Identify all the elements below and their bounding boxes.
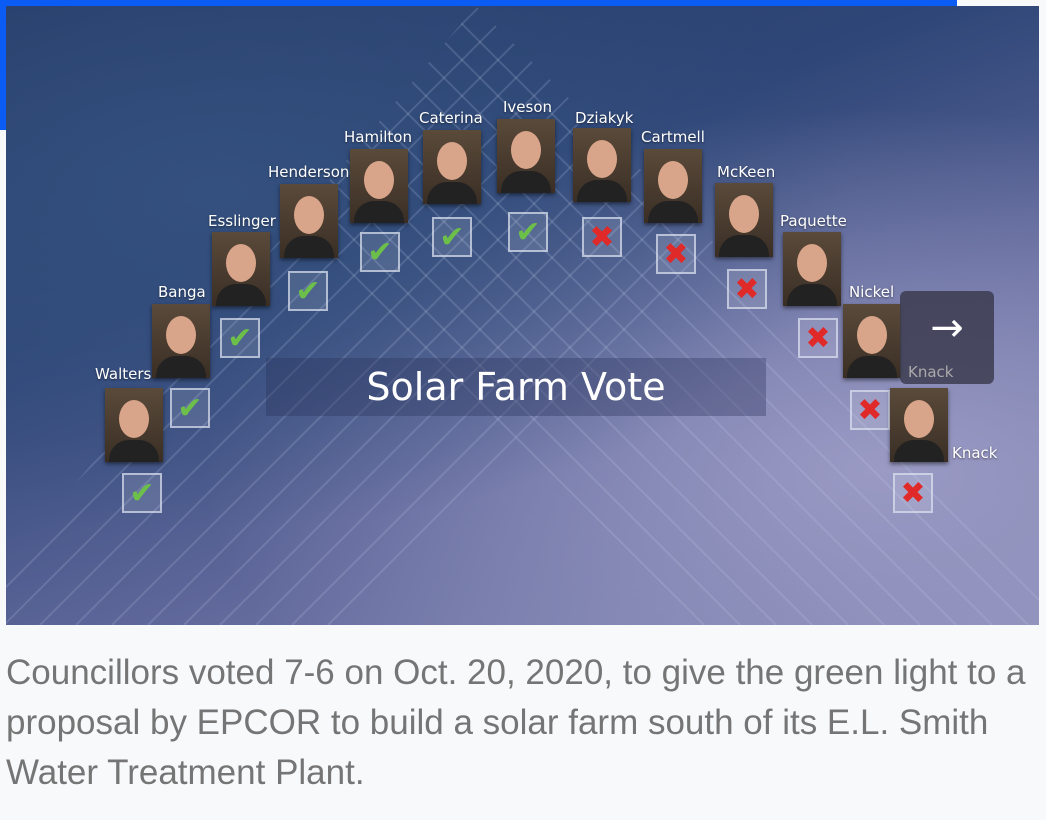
face <box>294 196 324 234</box>
face <box>797 244 827 282</box>
councillor-name: Iveson <box>503 98 553 116</box>
grid-line <box>371 6 993 625</box>
grid-line <box>6 6 121 625</box>
checkmark-icon: ✔ <box>170 388 210 428</box>
top-accent-bar <box>0 0 957 6</box>
face <box>166 316 196 354</box>
suit <box>787 284 837 306</box>
face <box>729 195 759 233</box>
councillor-name: Banga <box>158 283 206 301</box>
suit <box>894 440 944 462</box>
suit <box>156 356 206 378</box>
councillor-name: Hamilton <box>344 128 412 146</box>
councillor-photo <box>890 388 948 462</box>
councillor-name: Nickel <box>849 283 895 301</box>
next-button-label: Knack <box>908 363 954 381</box>
checkmark-icon: ✔ <box>360 232 400 272</box>
graphic-title: Solar Farm Vote <box>366 365 666 409</box>
councillor-name: McKeen <box>717 163 776 181</box>
councillor-photo <box>644 149 702 223</box>
suit <box>577 180 627 202</box>
face <box>119 400 149 438</box>
suit <box>648 201 698 223</box>
suit <box>427 182 477 204</box>
councillor-name: Knack <box>952 444 998 462</box>
x-mark-icon: ✖ <box>727 269 767 309</box>
grid-line <box>407 6 1029 625</box>
grid-line <box>6 6 625 625</box>
councillor-photo <box>152 304 210 378</box>
councillor-name: Paquette <box>780 212 847 230</box>
grid-line <box>6 6 445 625</box>
x-mark-icon: ✖ <box>850 390 890 430</box>
suit <box>216 284 266 306</box>
left-accent-bar <box>0 0 6 130</box>
next-image-button[interactable]: → Knack <box>900 291 994 384</box>
suit <box>847 356 897 378</box>
councillor-name: Cartmell <box>641 128 705 146</box>
grid-line <box>263 6 885 625</box>
councillor-name: Caterina <box>419 109 483 127</box>
councillor-photo <box>423 130 481 204</box>
face <box>587 140 617 178</box>
councillor-name: Dziakyk <box>575 109 634 127</box>
checkmark-icon: ✔ <box>122 473 162 513</box>
face <box>857 316 887 354</box>
x-mark-icon: ✖ <box>893 473 933 513</box>
councillor-name: Henderson <box>268 163 350 181</box>
suit <box>354 201 404 223</box>
grid-line <box>335 6 957 625</box>
councillor-photo <box>212 232 270 306</box>
face <box>511 131 541 169</box>
grid-line <box>6 6 517 625</box>
face <box>364 161 394 199</box>
face <box>226 244 256 282</box>
councillor-name: Esslinger <box>208 212 276 230</box>
councillor-photo <box>497 119 555 193</box>
councillor-photo <box>843 304 901 378</box>
grid-line <box>6 6 85 625</box>
suit <box>284 236 334 258</box>
x-mark-icon: ✖ <box>582 217 622 257</box>
solar-farm-vote-graphic: Solar Farm Vote Walters ✔ Banga ✔ Esslinger ✔… <box>6 6 1039 625</box>
grid-line <box>443 6 1039 625</box>
checkmark-icon: ✔ <box>432 217 472 257</box>
grid-line <box>6 6 589 625</box>
checkmark-icon: ✔ <box>288 271 328 311</box>
x-mark-icon: ✖ <box>798 318 838 358</box>
councillor-photo <box>715 183 773 257</box>
image-caption: Councillors voted 7-6 on Oct. 20, 2020, … <box>6 653 1026 792</box>
suit <box>109 440 159 462</box>
councillor-photo <box>105 388 163 462</box>
councillor-photo <box>350 149 408 223</box>
face <box>437 142 467 180</box>
councillor-photo <box>573 128 631 202</box>
face <box>658 161 688 199</box>
grid-line <box>6 6 265 625</box>
councillor-name: Walters <box>95 365 152 383</box>
x-mark-icon: ✖ <box>656 234 696 274</box>
face <box>904 400 934 438</box>
councillor-photo <box>280 184 338 258</box>
grid-line <box>299 6 921 625</box>
grid-line <box>39 6 661 625</box>
checkmark-icon: ✔ <box>508 212 548 252</box>
arrow-right-icon: → <box>930 305 964 351</box>
suit <box>719 235 769 257</box>
checkmark-icon: ✔ <box>220 318 260 358</box>
title-band <box>266 358 766 416</box>
councillor-photo <box>783 232 841 306</box>
suit <box>501 171 551 193</box>
